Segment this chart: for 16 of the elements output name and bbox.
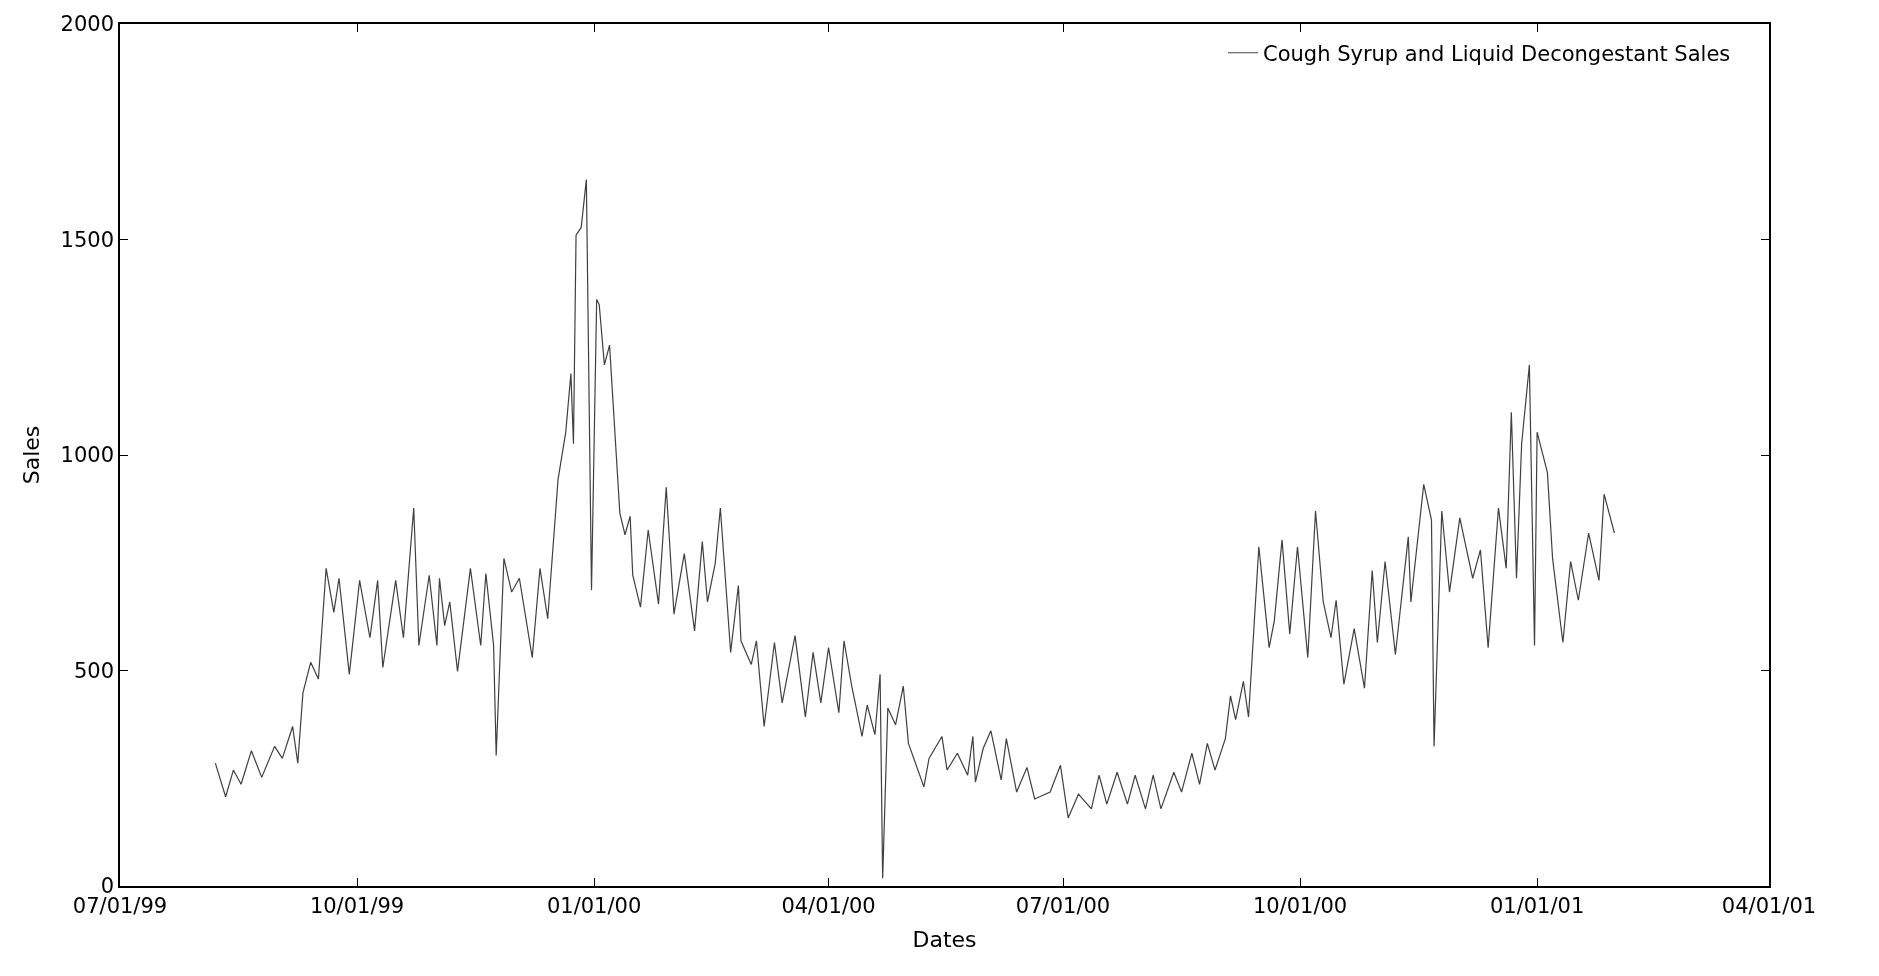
y-tick-label: 1500 [60,227,115,252]
line-series [214,178,1616,879]
y-tick-label: 2000 [60,12,115,37]
y-tick-label: 1000 [60,443,115,468]
x-tick-label: 10/01/99 [309,893,405,918]
y-axis-title: Sales [18,425,44,485]
x-tick-label: 10/01/00 [1252,893,1348,918]
y-tick-label: 500 [73,658,115,683]
x-tick-label: 07/01/00 [1015,893,1111,918]
legend-label: Cough Syrup and Liquid Decongestant Sales [1263,41,1731,66]
x-tick-label: 01/01/01 [1489,893,1585,918]
x-tick-label: 07/01/99 [72,893,168,918]
x-tick-label: 04/01/01 [1721,893,1817,918]
x-axis-title: Dates [912,927,977,953]
x-tick-label: 01/01/00 [546,893,642,918]
x-tick-label: 04/01/00 [781,893,876,918]
